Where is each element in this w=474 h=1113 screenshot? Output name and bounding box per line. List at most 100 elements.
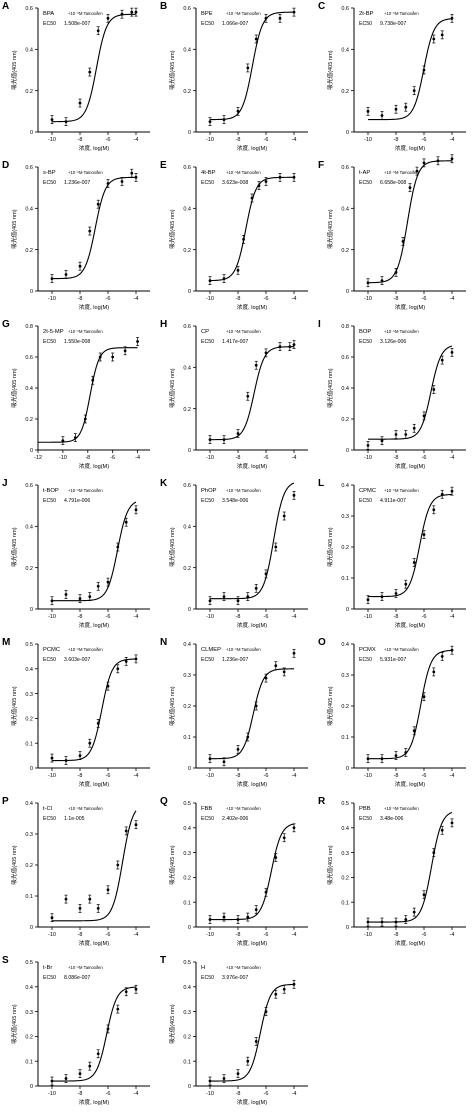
data-point [96,721,100,725]
x-tick-label: -6 [264,614,269,620]
x-axis-label: 浓度, log(M) [395,621,425,629]
panel-letter: I [318,319,321,330]
y-tick-label: 0 [346,925,349,931]
data-point [282,836,286,840]
compound-name: t-BOP [43,488,59,494]
data-point [408,186,412,190]
data-point [264,180,268,183]
y-tick-label: 0.6 [25,165,33,171]
data-point [50,118,54,121]
dose-response-chart: 0 0.2 0.4 0.6 -10 -8 -6 -4 吸光值(405 nm) 浓度, log(M)… [168,6,308,152]
data-point [450,350,454,354]
y-tick-label: 0.2 [25,863,33,869]
data-point [274,664,278,668]
data-point [208,757,212,761]
x-tick-label: -4 [292,296,297,302]
panel-letter: K [160,478,168,489]
y-axis-label: 吸光值(405 nm) [10,368,18,407]
x-tick-label: -10 [206,455,214,461]
x-tick-label: -4 [292,137,297,143]
y-tick-label: 0 [346,607,349,613]
y-tick-label: 0.3 [25,1010,33,1016]
data-point [134,175,138,179]
x-tick-label: -8 [236,296,241,302]
ec50-label: EC50 [201,339,214,345]
data-point [246,1059,250,1063]
x-tick-label: -8 [78,137,83,143]
y-tick-label: 0 [30,766,33,772]
y-tick-label: 0.6 [25,355,33,361]
data-point [64,593,68,596]
data-point [134,987,138,991]
treatment-tag: +10⁻⁵M Tamoxifen [68,488,103,493]
dose-response-chart: 0 0.1 0.2 0.3 0.4 -10 -8 -6 -4 吸光值(405 nm) 浓度, log… [168,642,308,788]
data-point [208,599,212,603]
fit-curve [209,176,294,282]
data-point [106,684,110,688]
ec50-value: 2.402e-006 [222,816,248,822]
ec50-value: 1.1e-005 [64,816,85,822]
x-tick-label: -4 [134,296,139,302]
panel-letter: J [2,478,8,489]
x-tick-label: -10 [364,773,372,779]
y-tick-label: 0 [188,607,191,613]
x-tick-label: -10 [206,932,214,938]
x-axis-label: 浓度, log(M) [79,144,109,152]
data-point [264,16,268,20]
data-point [83,417,87,421]
data-point [50,599,54,603]
data-point [394,271,398,274]
x-tick-label: -8 [394,773,399,779]
data-point [134,508,138,512]
x-axis-label: 浓度, log(M) [79,621,109,629]
ec50-value: 1.508e-007 [64,21,90,27]
y-tick-label: 0.2 [341,545,349,551]
fit-curve [368,811,453,923]
data-point [236,599,240,603]
x-tick-label: -10 [364,455,372,461]
data-point [366,281,370,285]
ec50-value: 4.911e-007 [380,498,406,504]
data-point [422,68,426,72]
x-axis-label: 浓度, log(M) [79,303,109,311]
y-tick-label: 0.4 [25,985,33,991]
y-tick-label: 0.2 [183,876,191,882]
treatment-tag: +10⁻⁵M Tamoxifen [68,11,103,16]
data-point [222,118,226,121]
y-tick-label: 0.1 [183,735,191,741]
panel-h: H 0 0.2 0.4 0.6 -10 -8 -6 -4 吸光值(405 nm) 浓度, log(M… [158,318,316,477]
y-tick-label: 0.3 [183,673,191,679]
data-point [208,918,212,921]
panel-i: I 0 0.2 0.4 0.6 0.8 -10 -8 -6 -4 吸光值(405 nm) 浓度, lo… [316,318,474,477]
data-point [246,915,250,919]
fit-curve [210,668,295,760]
panel-letter: G [2,319,10,330]
y-tick-label: 0.2 [183,248,191,254]
data-point [254,908,258,912]
y-tick-label: 0 [188,766,191,772]
data-point [292,982,296,986]
panel-letter: A [2,1,10,12]
data-point [404,918,408,921]
x-tick-label: -8 [78,296,83,302]
data-point [412,561,416,564]
ec50-label: EC50 [359,180,372,186]
x-axis-label: 浓度, log(M) [79,939,109,947]
data-point [106,182,110,185]
compound-name: CPMC [359,488,376,494]
y-tick-label: 0.4 [183,642,191,648]
y-tick-label: 0.5 [183,960,191,966]
y-tick-label: 0.3 [341,851,349,857]
panel-j: J 0 0.2 0.4 0.6 -10 -8 -6 -4 吸光值(405 nm) 浓度, log(M… [0,477,158,636]
treatment-tag: +10⁻⁵M Tamoxifen [226,488,261,493]
data-point [130,10,134,14]
x-tick-label: -4 [450,614,455,620]
x-tick-label: -12 [34,455,42,461]
treatment-tag: +10⁻⁵M Tamoxifen [384,488,419,493]
x-tick-label: -8 [394,296,399,302]
y-tick-label: 0.3 [341,673,349,679]
y-tick-label: 0 [30,1084,33,1090]
dose-response-chart: 0 0.2 0.4 0.6 -10 -8 -6 -4 吸光值(405 nm) 浓度, log(M)… [168,482,308,629]
data-point [380,114,384,117]
y-axis-label: 吸光值(405 nm) [168,1004,176,1043]
